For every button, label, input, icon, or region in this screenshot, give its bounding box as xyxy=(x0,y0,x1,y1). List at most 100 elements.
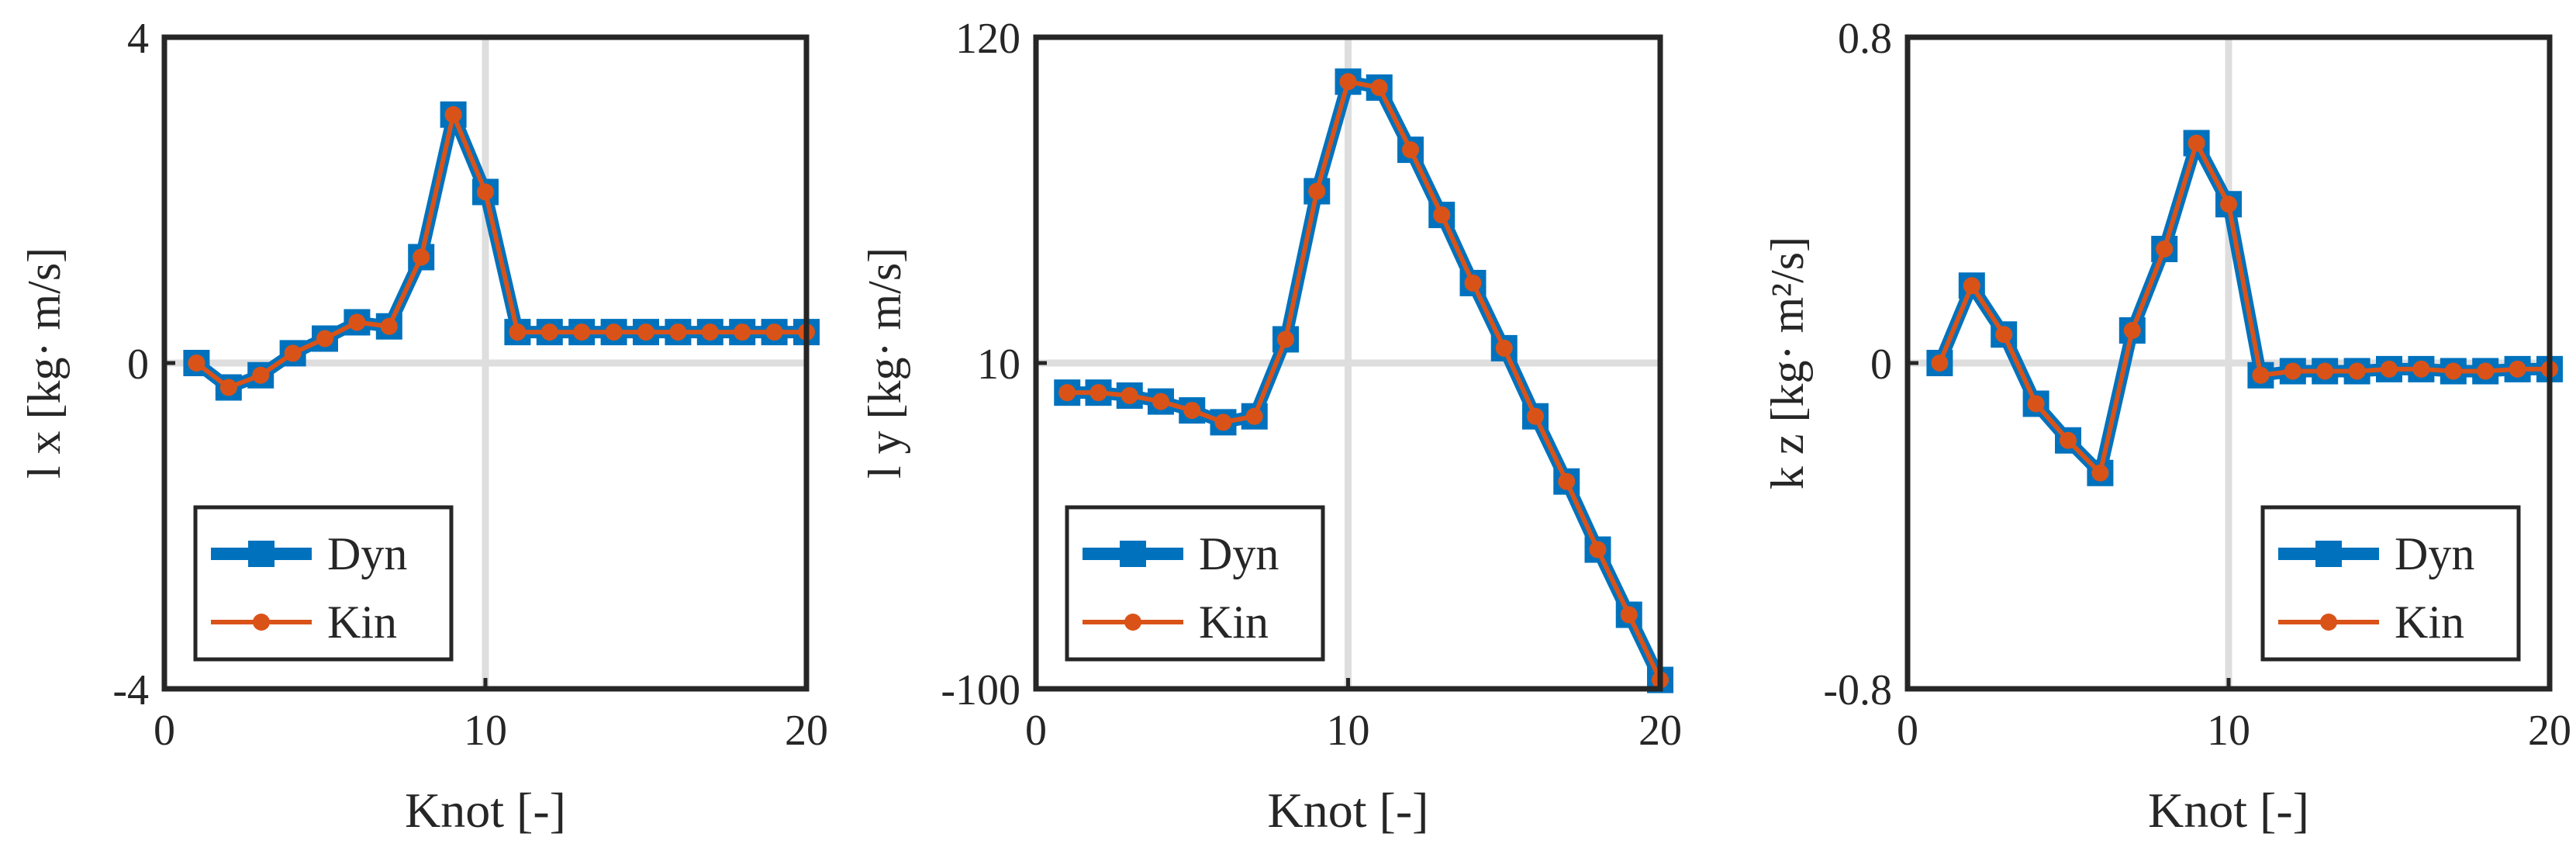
y-tick-label: 0 xyxy=(127,341,149,389)
kin-marker xyxy=(1121,387,1138,404)
kin-marker xyxy=(605,323,623,341)
kin-marker xyxy=(2060,431,2077,449)
kin-marker xyxy=(1339,73,1357,91)
kin-marker xyxy=(413,248,430,266)
y-tick-label: 4 xyxy=(127,15,149,63)
x-axis-label: Knot [-] xyxy=(405,783,566,838)
x-axis-label: Knot [-] xyxy=(1268,783,1429,838)
kin-marker xyxy=(1152,393,1169,410)
legend-box xyxy=(2260,505,2521,662)
x-tick-label: 0 xyxy=(1025,707,1047,755)
kin-marker xyxy=(380,317,398,335)
kin-marker xyxy=(1931,354,1949,372)
kin-marker xyxy=(1495,339,1513,357)
legend-dyn-label: Dyn xyxy=(327,528,407,579)
legend-box xyxy=(1065,505,1325,662)
kin-marker xyxy=(2284,362,2301,380)
x-tick-label: 10 xyxy=(2207,707,2250,755)
kin-marker xyxy=(2156,240,2174,258)
legend: Dyn Kin xyxy=(2260,505,2521,662)
kin-marker xyxy=(1402,141,1419,159)
kin-marker xyxy=(765,323,783,341)
kin-marker xyxy=(444,105,462,123)
kin-marker xyxy=(477,183,494,201)
kin-marker xyxy=(2252,366,2270,384)
x-tick-label: 0 xyxy=(154,707,175,755)
kin-marker xyxy=(701,323,719,341)
y-axis-label: l x [kg· m/s] xyxy=(19,247,70,479)
legend-kin-marker xyxy=(253,614,270,631)
legend: Dyn Kin xyxy=(1065,505,1325,662)
kin-marker xyxy=(219,379,237,396)
y-tick-label: -0.8 xyxy=(1823,666,1892,714)
x-axis-label: Knot [-] xyxy=(2148,783,2309,838)
kin-marker xyxy=(1214,413,1232,431)
kin-marker xyxy=(734,323,751,341)
y-tick-label: -4 xyxy=(112,666,149,714)
kin-marker xyxy=(573,323,591,341)
kin-marker xyxy=(1620,606,1638,624)
y-tick-label: 0.8 xyxy=(1838,15,1892,63)
x-tick-label: 20 xyxy=(785,707,828,755)
chart-panel-2: 0 10 20 -100 10 120 Knot [-] l y [kg· m/s] Dyn Ki… xyxy=(859,15,1682,838)
legend-kin-label: Kin xyxy=(327,597,397,648)
legend-dyn-marker xyxy=(1120,541,1146,567)
kin-marker xyxy=(1308,182,1326,200)
legend-kin-label: Kin xyxy=(1199,597,1269,648)
legend-dyn-marker xyxy=(2315,541,2342,567)
kin-marker xyxy=(1058,384,1076,402)
kin-marker xyxy=(1433,206,1451,224)
kin-marker xyxy=(348,313,366,331)
kin-marker xyxy=(2348,362,2366,380)
x-tick-label: 20 xyxy=(2528,707,2571,755)
kin-marker xyxy=(1558,472,1576,490)
kin-marker xyxy=(2188,134,2205,152)
legend-dyn-label: Dyn xyxy=(1199,528,1279,579)
y-tick-label: 120 xyxy=(955,15,1020,63)
kin-marker xyxy=(2027,395,2045,413)
kin-marker xyxy=(2509,360,2526,378)
kin-marker xyxy=(2412,360,2430,378)
legend-kin-marker xyxy=(2320,614,2337,631)
legend-kin-label: Kin xyxy=(2395,597,2464,648)
kin-marker xyxy=(1183,402,1201,420)
kin-marker xyxy=(1464,274,1482,292)
kin-marker xyxy=(2123,322,2141,339)
y-tick-label: 10 xyxy=(977,341,1020,389)
kin-marker xyxy=(509,323,527,341)
kin-marker xyxy=(637,323,654,341)
x-tick-label: 10 xyxy=(464,707,507,755)
kin-marker xyxy=(316,330,333,348)
kin-marker xyxy=(2220,195,2237,213)
kin-marker xyxy=(1089,384,1107,402)
legend-kin-marker xyxy=(1124,614,1141,631)
legend: Dyn Kin xyxy=(193,505,454,662)
x-tick-label: 10 xyxy=(1327,707,1370,755)
kin-marker xyxy=(2091,464,2109,482)
y-axis-label: l y [kg· m/s] xyxy=(859,247,910,479)
kin-marker xyxy=(1245,407,1263,425)
y-tick-label: 0 xyxy=(1870,341,1892,389)
legend-box xyxy=(193,505,454,662)
kin-marker xyxy=(1589,541,1607,558)
kin-marker xyxy=(1963,277,1980,295)
y-axis-label: k z [kg· m²/s] xyxy=(1762,237,1813,489)
kin-marker xyxy=(1370,78,1388,96)
kin-marker xyxy=(1995,326,2013,344)
kin-marker xyxy=(1277,330,1294,348)
kin-marker xyxy=(540,323,558,341)
kin-marker xyxy=(188,354,205,372)
kin-marker xyxy=(2444,362,2462,380)
kin-marker xyxy=(669,323,687,341)
kin-marker xyxy=(2381,360,2398,378)
x-tick-label: 0 xyxy=(1897,707,1918,755)
x-tick-label: 20 xyxy=(1638,707,1682,755)
kin-marker xyxy=(2477,362,2495,380)
kin-marker xyxy=(252,366,270,384)
kin-marker xyxy=(1527,407,1544,425)
kin-marker xyxy=(284,344,302,362)
